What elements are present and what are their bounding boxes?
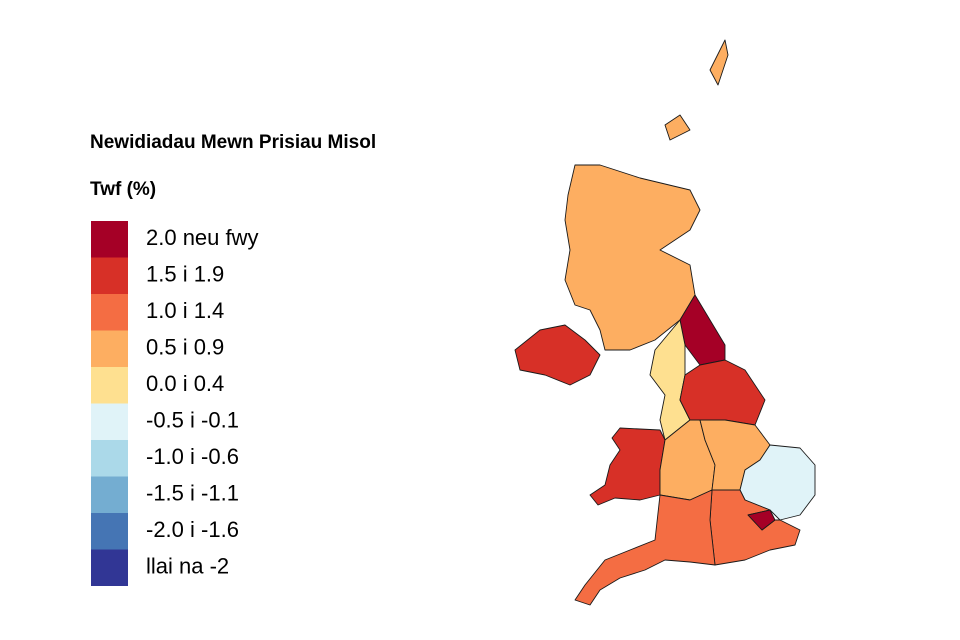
legend-label: 0.0 i 0.4 [146,371,224,396]
legend-label: -0.5 i -0.1 [146,408,239,433]
map-title: Newidiadau Mewn Prisiau Misol [90,132,376,153]
legend-label: -2.0 i -1.6 [146,517,239,542]
region [664,114,691,141]
legend-label: llai na -2 [146,554,229,579]
legend-swatch [91,294,128,331]
legend-label: -1.0 i -0.6 [146,444,239,469]
region [564,164,701,351]
region [739,444,816,521]
legend-swatch [91,549,128,586]
region [747,509,776,531]
region [709,489,801,566]
legend-label: 0.5 i 0.9 [146,335,224,360]
legend-swatch [91,476,128,513]
legend-swatch [91,221,128,258]
legend-swatch [91,330,128,367]
region [574,489,716,606]
region [589,427,666,506]
legend-title: Twf (%) [90,179,156,200]
legend-label: -1.5 i -1.1 [146,481,239,506]
uk-map [514,39,816,606]
legend-swatch [91,513,128,550]
region [679,359,766,426]
legend-label: 1.0 i 1.4 [146,298,224,323]
region [514,324,601,386]
legend-swatch [91,440,128,477]
legend-swatch [91,403,128,440]
legend: 2.0 neu fwy 1.5 i 1.9 1.0 i 1.4 0.5 i 0.9 0.… [91,221,259,586]
legend-label: 1.5 i 1.9 [146,262,224,287]
legend-swatch [91,257,128,294]
region [709,39,729,86]
legend-label: 2.0 neu fwy [146,225,259,250]
legend-swatch [91,367,128,404]
